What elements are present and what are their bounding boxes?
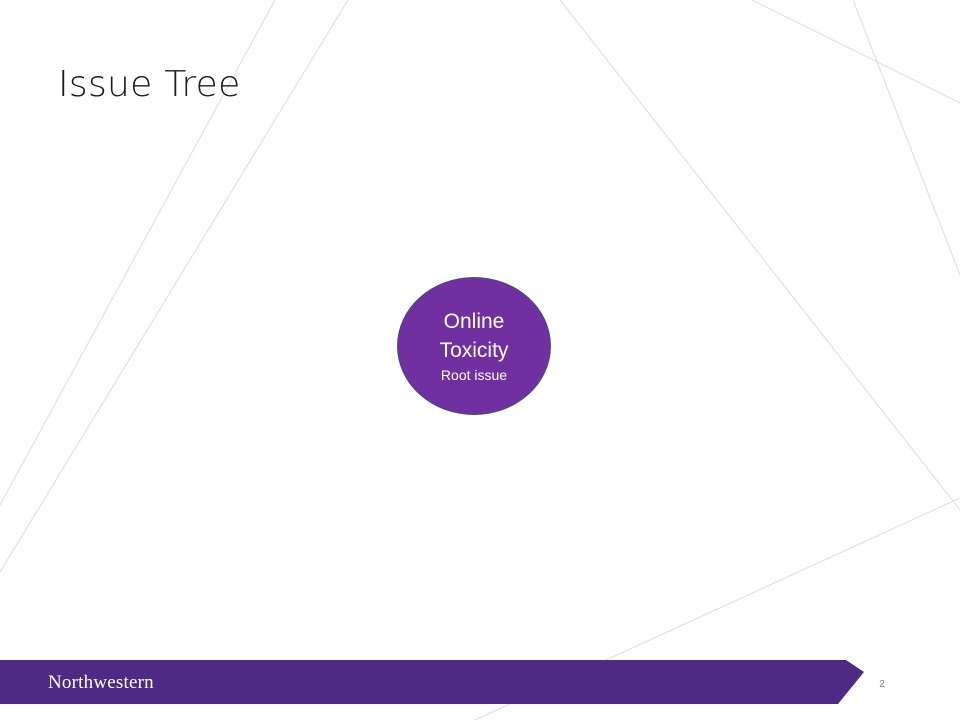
root-issue-subtitle: Root issue [440, 366, 508, 383]
northwestern-wordmark: Northwestern [48, 672, 154, 693]
root-issue-title: Online Toxicity [440, 307, 509, 365]
background-line [474, 703, 511, 720]
background-line [852, 0, 960, 276]
root-issue-node: Online Toxicity Root issue [397, 277, 551, 415]
page-number: 2 [879, 679, 885, 690]
slide-title: Issue Tree [58, 64, 241, 105]
root-issue-title-line-2: Toxicity [439, 338, 509, 362]
background-line [0, 0, 276, 506]
background-line [751, 0, 960, 104]
root-issue-title-line-1: Online [443, 309, 505, 333]
footer-band-shape [0, 660, 864, 704]
background-line [559, 0, 960, 511]
footer-band [0, 660, 864, 704]
background-line [605, 497, 960, 661]
background-line [0, 0, 349, 573]
